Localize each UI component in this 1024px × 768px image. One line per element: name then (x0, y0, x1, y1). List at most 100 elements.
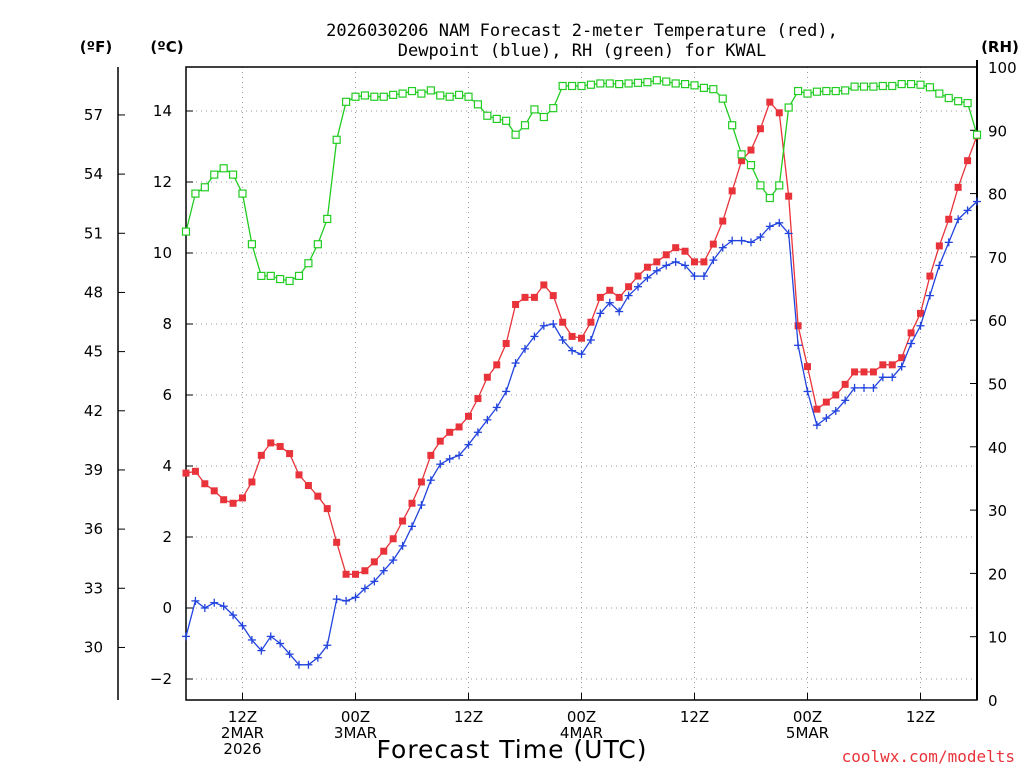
temperature-point (267, 439, 275, 447)
temperature-point (898, 354, 906, 362)
temperature-point (380, 547, 388, 555)
tick-labels: −2 0 2 4 6 8 10 12 14 30 33 36 39 42 45 48 51 54 57 0 10 20 30… (84, 59, 1017, 758)
rh-point (492, 114, 501, 124)
dewpoint-point (408, 522, 416, 531)
dewpoint-point (944, 238, 953, 247)
dewpoint-point (596, 309, 605, 318)
dewpoint-point (332, 595, 341, 604)
temperature-point (220, 496, 228, 504)
temperature-point (182, 469, 190, 477)
rh-point (662, 77, 671, 86)
temperature-point (512, 300, 520, 308)
temperature-point (304, 482, 312, 490)
temperature-point (625, 283, 633, 291)
rh-tick-label: 90 (988, 122, 1007, 140)
temperature-point (559, 318, 567, 326)
temperature-point (728, 187, 736, 195)
dewpoint-point (351, 593, 360, 602)
rh-point (925, 83, 935, 92)
temperature-point (785, 192, 793, 200)
dewpoint-point (775, 218, 784, 227)
dewpoint-point (492, 403, 501, 412)
dewpoint-point (398, 541, 407, 550)
dewpoint-point (219, 602, 228, 611)
rh-point (549, 104, 558, 113)
rh-point (285, 276, 294, 286)
temperature-point (766, 98, 774, 106)
dewpoint-point (558, 335, 567, 344)
credit-link[interactable]: coolwx.com/modelts (842, 747, 1015, 766)
temperature-point (879, 361, 887, 369)
temperature-point (436, 437, 444, 445)
temperature-point (964, 157, 972, 165)
dewpoint-point (313, 653, 322, 662)
temperature-point (719, 217, 727, 225)
dewpoint-point (690, 272, 699, 281)
dewpoint-point (200, 604, 209, 612)
dewpoint-point (784, 229, 793, 238)
temperature-point (643, 263, 651, 271)
rh-point (859, 82, 869, 91)
rh-tick-label: 10 (988, 629, 1007, 647)
temperature-point (851, 368, 859, 376)
temperature-point (333, 538, 341, 546)
temperature-point (832, 391, 840, 399)
rh-tick-label: 40 (988, 439, 1007, 457)
dewpoint-point (295, 660, 303, 669)
temperature-point (917, 309, 924, 317)
fahrenheit-tick-label: 39 (84, 461, 103, 479)
dewpoint-point (210, 598, 219, 607)
rh-point (294, 271, 304, 280)
dewpoint-point (803, 387, 812, 396)
rh-point (520, 121, 530, 130)
fahrenheit-tick-label: 48 (84, 283, 103, 301)
dewpoint-point (483, 415, 492, 424)
time-tick-label: 12Z (228, 708, 257, 726)
dewpoint-point (191, 596, 200, 605)
dewpoint-point (615, 307, 624, 316)
dewpoint-point (671, 257, 680, 266)
dewpoint-point (389, 556, 398, 565)
temperature-point (455, 423, 463, 431)
rh-point (567, 81, 577, 91)
dewpoint-point (662, 261, 671, 270)
temperature-point (775, 109, 783, 117)
rh-point (389, 90, 398, 99)
dewpoint-point (605, 298, 614, 307)
dewpoint-point (276, 639, 285, 648)
rh-point (238, 189, 247, 198)
rh-point (379, 92, 388, 101)
temperature-point (323, 505, 331, 513)
rh-tick-label: 0 (988, 692, 998, 710)
dewpoint-point (812, 421, 821, 430)
fahrenheit-tick-label: 54 (84, 165, 103, 183)
rh-point (728, 121, 737, 130)
dewpoint-point (464, 440, 473, 449)
celsius-tick-label: 6 (162, 386, 172, 404)
temperature-point (257, 451, 265, 459)
dewpoint-point (586, 335, 595, 344)
fahrenheit-tick-label: 36 (84, 520, 103, 538)
dewpoint-point (831, 406, 840, 415)
rh-tick-label: 50 (988, 376, 1007, 394)
dewpoint-point (888, 373, 897, 382)
temperature-point (446, 428, 454, 436)
rh-point (210, 170, 219, 179)
dewpoint-point (426, 476, 435, 485)
fahrenheit-tick-label: 57 (84, 106, 103, 124)
temperature-point (352, 570, 359, 578)
dewpoint-point (699, 272, 708, 281)
temperature-point (427, 451, 435, 459)
rh-point (699, 83, 709, 92)
rh-point (690, 81, 699, 90)
dewpoint-point (577, 350, 586, 359)
temperature-point (521, 293, 529, 301)
dewpoint-point (681, 261, 690, 270)
rh-point (351, 92, 360, 101)
dewpoint-point (765, 222, 774, 231)
rh-point (219, 164, 228, 173)
rh-point (765, 193, 774, 203)
dewpoint-point (238, 621, 247, 630)
temperature-point (578, 334, 585, 342)
time-tick-label: 12Z (454, 708, 483, 726)
